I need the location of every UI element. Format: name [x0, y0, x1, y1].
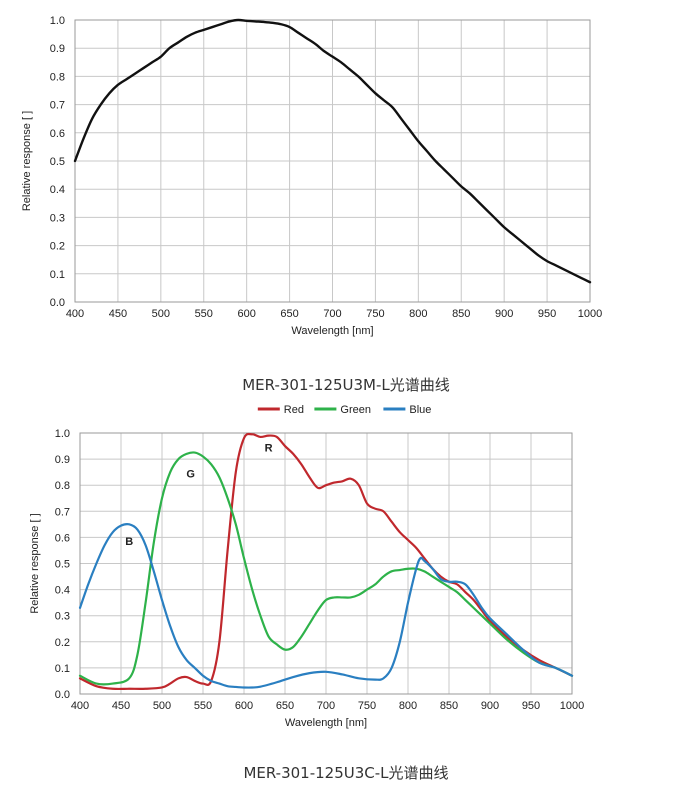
- color-x-tick-800: 800: [399, 700, 417, 712]
- mono-x-tick-400: 400: [66, 308, 84, 320]
- mono-y-tick-8: 0.8: [50, 71, 65, 83]
- mono-y-tick-9: 0.9: [50, 43, 65, 55]
- color-chart-caption: MER-301-125U3C-L光谱曲线: [243, 764, 449, 782]
- color-series-green-line: [78, 451, 574, 686]
- mono-y-tick-6: 0.6: [50, 128, 65, 140]
- mono-y-tick-0: 0.0: [50, 297, 65, 309]
- color-legend-red-label: Red: [284, 404, 304, 416]
- mono-x-tick-450: 450: [109, 308, 127, 320]
- color-x-tick-400: 400: [71, 700, 89, 712]
- mono-x-tick-850: 850: [452, 308, 470, 320]
- mono-x-tick-700: 700: [323, 308, 341, 320]
- color-spectral-chart: 400 450 500 550 600 650 700 750 800 850 900 950 1000…: [29, 404, 584, 729]
- mono-x-tick-500: 500: [152, 308, 170, 320]
- mono-y-tick-1: 0.1: [50, 269, 65, 281]
- mono-y-tick-7: 0.7: [50, 100, 65, 112]
- color-y-tick-10: 1.0: [55, 428, 70, 440]
- color-y-tick-2: 0.2: [55, 637, 70, 649]
- mono-x-tick-950: 950: [538, 308, 556, 320]
- color-x-tick-500: 500: [153, 700, 171, 712]
- color-x-tick-700: 700: [317, 700, 335, 712]
- color-annotation-g: G: [186, 468, 195, 480]
- mono-x-tick-800: 800: [409, 308, 427, 320]
- mono-y-axis-title: Relative response [ ]: [21, 111, 33, 211]
- color-y-tick-3: 0.3: [55, 611, 70, 623]
- color-x-tick-450: 450: [112, 700, 130, 712]
- mono-x-tick-600: 600: [237, 308, 255, 320]
- color-x-tick-750: 750: [358, 700, 376, 712]
- color-y-tick-5: 0.5: [55, 559, 70, 571]
- mono-series-mono-line: [73, 18, 592, 284]
- mono-y-tick-5: 0.5: [50, 156, 65, 168]
- color-y-tick-9: 0.9: [55, 454, 70, 466]
- color-x-tick-600: 600: [235, 700, 253, 712]
- color-y-tick-7: 0.7: [55, 506, 70, 518]
- mono-spectral-chart: 400 450 500 550 600 650 700 750 800 850 900 950 1000…: [21, 15, 602, 337]
- color-x-tick-950: 950: [522, 700, 540, 712]
- color-legend-green-label: Green: [340, 404, 371, 416]
- color-y-tick-1: 0.1: [55, 663, 70, 675]
- color-annotation-r: R: [265, 442, 273, 454]
- color-series-red-line: [78, 432, 574, 691]
- mono-x-tick-750: 750: [366, 308, 384, 320]
- mono-x-tick-650: 650: [280, 308, 298, 320]
- color-annotation-b: B: [125, 536, 133, 548]
- mono-y-tick-3: 0.3: [50, 212, 65, 224]
- color-y-axis-title: Relative response [ ]: [29, 513, 41, 613]
- mono-y-tick-4: 0.4: [50, 184, 65, 196]
- mono-x-axis-title: Wavelength [nm]: [291, 325, 373, 337]
- color-y-tick-6: 0.6: [55, 532, 70, 544]
- color-y-tick-8: 0.8: [55, 480, 70, 492]
- color-y-tick-4: 0.4: [55, 585, 70, 597]
- mono-chart-caption: MER-301-125U3M-L光谱曲线: [242, 376, 450, 394]
- color-x-tick-850: 850: [440, 700, 458, 712]
- mono-x-tick-550: 550: [195, 308, 213, 320]
- mono-y-tick-2: 0.2: [50, 241, 65, 253]
- color-x-axis-title: Wavelength [nm]: [285, 717, 367, 729]
- color-x-tick-550: 550: [194, 700, 212, 712]
- color-legend-blue-label: Blue: [409, 404, 431, 416]
- mono-x-tick-1000: 1000: [578, 308, 602, 320]
- color-plot-frame: [79, 432, 573, 695]
- mono-y-tick-10: 1.0: [50, 15, 65, 27]
- color-y-tick-0: 0.0: [55, 689, 70, 701]
- mono-x-tick-900: 900: [495, 308, 513, 320]
- color-x-tick-900: 900: [481, 700, 499, 712]
- color-x-tick-1000: 1000: [560, 700, 584, 712]
- color-series-blue-line: [78, 522, 574, 689]
- color-x-tick-650: 650: [276, 700, 294, 712]
